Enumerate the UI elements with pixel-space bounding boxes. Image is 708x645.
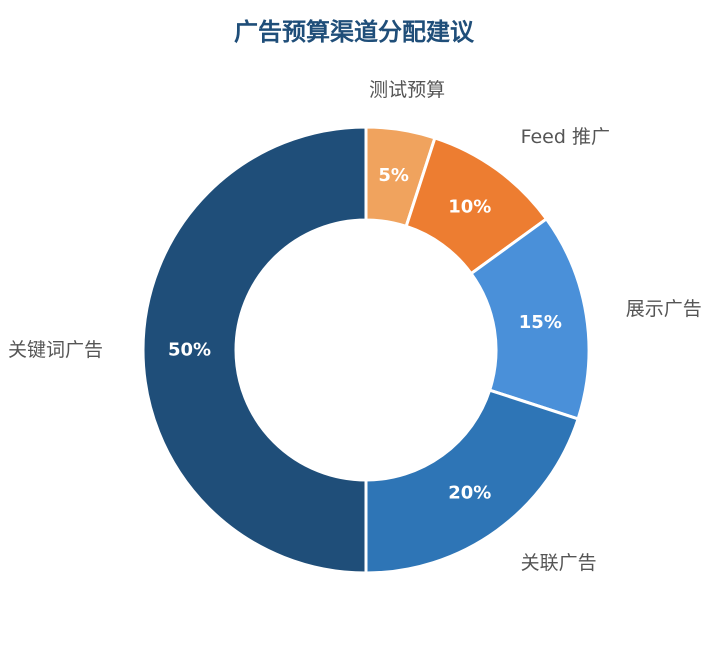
percent-label-5: 50%: [168, 340, 211, 361]
category-label-2: Feed 推广: [521, 126, 610, 148]
percent-label-3: 15%: [519, 312, 562, 333]
category-label-1: 测试预算: [369, 79, 445, 101]
donut-slices: [141, 125, 591, 575]
chart-title: 广告预算渠道分配建议: [234, 18, 474, 46]
donut-slice-4: [364, 388, 580, 575]
donut-slice-5: [141, 125, 368, 575]
percent-label-2: 10%: [448, 197, 491, 218]
percent-labels: 5% 10% 15% 20% 50%: [168, 165, 562, 503]
percent-label-4: 20%: [448, 482, 491, 503]
category-label-4: 关联广告: [521, 552, 597, 574]
category-label-3: 展示广告: [626, 298, 702, 320]
percent-label-1: 5%: [378, 165, 409, 186]
category-label-5: 关键词广告: [8, 339, 103, 361]
